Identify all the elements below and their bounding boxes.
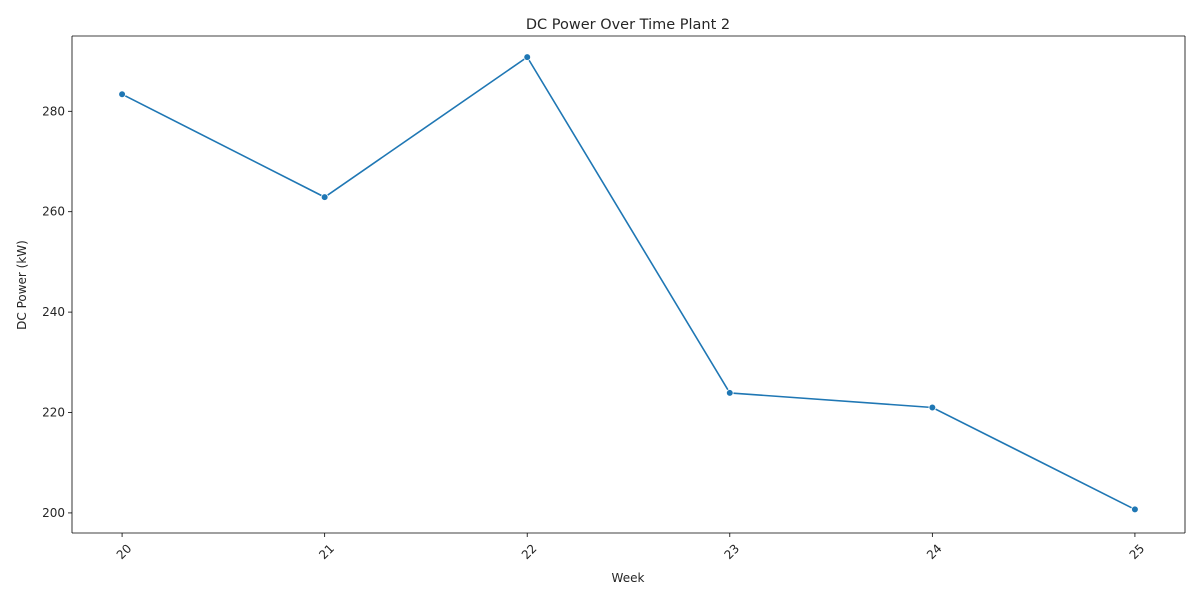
y-tick-label: 280 — [42, 104, 65, 118]
y-tick-label: 240 — [42, 305, 65, 319]
y-tick-label: 260 — [42, 205, 65, 219]
x-tick-label: 22 — [519, 541, 540, 562]
plot-area: 200 220 240 260 280 20 21 22 23 24 25 — [42, 35, 1186, 562]
x-tick-label: 21 — [316, 541, 337, 562]
x-tick-label: 25 — [1127, 541, 1148, 562]
x-tick-label: 23 — [721, 541, 742, 562]
y-tick-label: 200 — [42, 506, 65, 520]
x-tick-label: 24 — [924, 541, 945, 562]
y-tick-label: 220 — [42, 406, 65, 420]
x-axis-title: Week — [612, 571, 645, 585]
series-line — [121, 55, 1136, 511]
data-point — [928, 403, 937, 412]
data-point — [118, 90, 126, 99]
data-point — [725, 389, 734, 397]
y-axis-title: DC Power (kW) — [15, 240, 29, 330]
data-point — [320, 193, 329, 201]
x-tick-label: 20 — [114, 541, 135, 562]
data-point — [523, 53, 532, 61]
data-point — [1131, 505, 1139, 514]
chart-title: DC Power Over Time Plant 2 — [526, 17, 730, 33]
